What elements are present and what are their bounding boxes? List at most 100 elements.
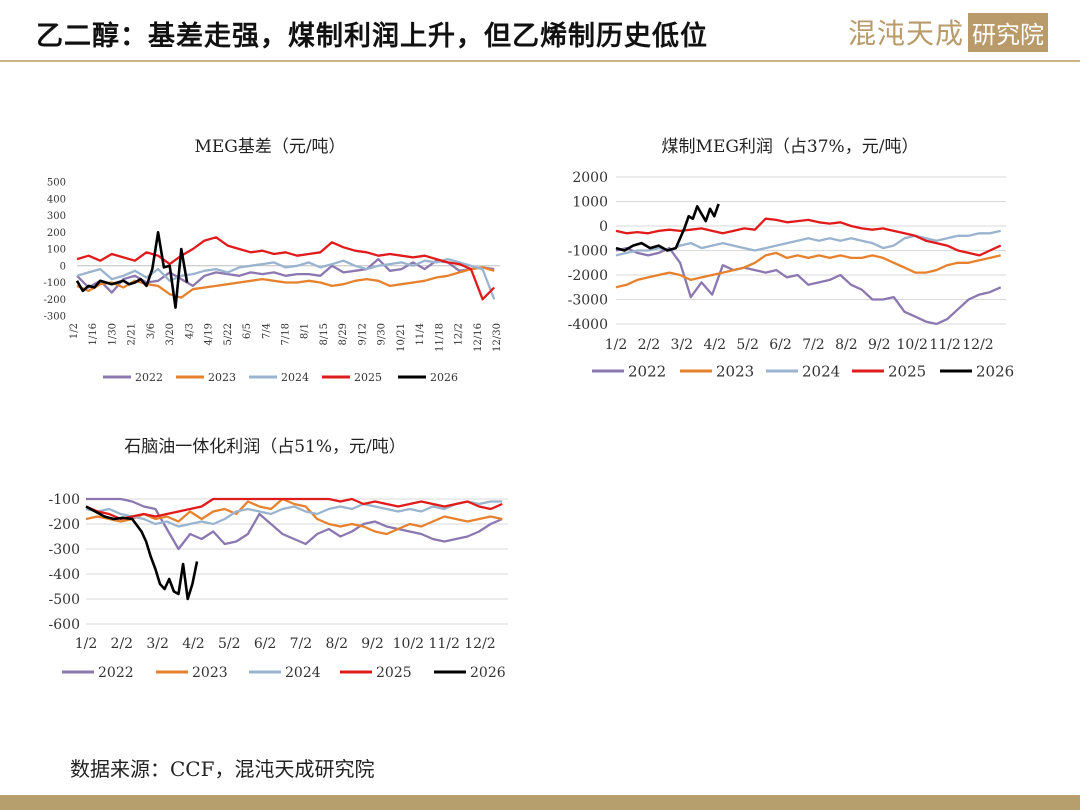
y-tick-label: 400 xyxy=(47,194,66,205)
legend-label-2024: 2024 xyxy=(281,371,309,384)
x-tick-label: 2/2 xyxy=(111,636,134,652)
legend-label-2023: 2023 xyxy=(208,371,236,384)
logo-text-left: 混沌天成 xyxy=(848,17,965,50)
x-tick-label: 6/5 xyxy=(242,323,253,339)
x-tick-label: 1/2 xyxy=(75,636,98,652)
y-tick-label: 1000 xyxy=(572,194,608,210)
legend-label-2026: 2026 xyxy=(470,665,506,681)
x-tick-label: 9/2 xyxy=(868,337,891,353)
y-tick-label: 2000 xyxy=(572,170,608,186)
x-tick-label: 10/2 xyxy=(393,636,424,652)
y-tick-label: 0 xyxy=(60,261,66,272)
x-tick-label: 5/2 xyxy=(736,337,759,353)
x-tick-label: 2/21 xyxy=(127,323,138,345)
chart-title: MEG基差（元/吨） xyxy=(194,137,345,157)
y-tick-label: -100 xyxy=(49,492,80,508)
page-title: 乙二醇：基差走强，煤制利润上升，但乙烯制历史低位 xyxy=(36,21,708,52)
x-tick-label: 3/2 xyxy=(671,337,694,353)
y-tick-label: -500 xyxy=(49,592,80,608)
series-line-2024 xyxy=(76,257,496,300)
x-tick-label: 7/4 xyxy=(261,323,272,339)
series-line-2025 xyxy=(85,497,503,521)
x-tick-label: 8/1 xyxy=(300,323,311,339)
y-tick-label: -4000 xyxy=(568,317,608,333)
y-tick-label: 0 xyxy=(599,219,608,235)
legend-label-2026: 2026 xyxy=(976,362,1014,380)
x-tick-label: 12/2 xyxy=(962,337,993,353)
data-source-note: 数据来源：CCF，混沌天成研究院 xyxy=(70,757,375,781)
y-tick-label: -1000 xyxy=(568,243,608,259)
x-tick-label: 7/2 xyxy=(290,636,313,652)
legend-label-2022: 2022 xyxy=(98,665,134,681)
chart-title: 石脑油一体化利润（占51%，元/吨） xyxy=(124,437,406,457)
x-tick-label: 1/16 xyxy=(88,323,99,345)
x-tick-label: 11/2 xyxy=(428,636,459,652)
y-tick-label: -300 xyxy=(44,312,66,323)
legend-label-2025: 2025 xyxy=(888,362,926,380)
x-tick-label: 7/2 xyxy=(802,337,825,353)
series-line-2025 xyxy=(615,217,1002,257)
brand-logo: 混沌天成 研究院 xyxy=(848,12,1049,52)
x-tick-label: 12/16 xyxy=(473,323,484,352)
logo-text-right: 研究院 xyxy=(968,12,1049,52)
y-tick-label: -300 xyxy=(49,542,80,558)
x-tick-label: 11/4 xyxy=(415,323,426,345)
x-tick-label: 8/29 xyxy=(338,323,349,345)
series-line-2022 xyxy=(86,497,503,551)
x-tick-label: 3/6 xyxy=(146,323,157,339)
y-tick-label: -600 xyxy=(49,617,80,633)
x-tick-label: 6/2 xyxy=(254,636,277,652)
legend-label-2025: 2025 xyxy=(354,371,382,384)
series-line-2023 xyxy=(85,497,503,536)
x-tick-label: 11/18 xyxy=(434,323,445,352)
y-tick-label: -100 xyxy=(44,278,66,289)
legend-label-2025: 2025 xyxy=(376,665,412,681)
series-line-2026 xyxy=(85,505,199,601)
x-tick-label: 6/2 xyxy=(769,337,792,353)
series-line-2022 xyxy=(615,246,1002,326)
x-tick-label: 3/2 xyxy=(146,636,169,652)
x-tick-label: 8/2 xyxy=(835,337,858,353)
legend-label-2022: 2022 xyxy=(628,362,666,380)
y-tick-label: -400 xyxy=(49,567,80,583)
series-line-2026 xyxy=(75,231,189,309)
series-line-2026 xyxy=(615,203,720,252)
y-tick-label: 300 xyxy=(47,211,66,222)
x-tick-label: 1/2 xyxy=(605,337,628,353)
x-tick-label: 9/30 xyxy=(377,323,388,345)
x-tick-label: 10/21 xyxy=(396,323,407,352)
y-tick-label: 100 xyxy=(47,245,66,256)
x-tick-label: 4/3 xyxy=(184,323,195,339)
x-tick-label: 12/30 xyxy=(492,323,503,352)
legend-label-2026: 2026 xyxy=(430,371,458,384)
x-tick-label: 10/2 xyxy=(896,337,927,353)
x-tick-label: 12/2 xyxy=(454,323,465,345)
series-line-2024 xyxy=(85,500,503,528)
y-tick-label: 500 xyxy=(47,178,66,189)
x-tick-label: 12/2 xyxy=(464,636,495,652)
series-line-2023 xyxy=(615,251,1001,289)
x-tick-label: 8/2 xyxy=(325,636,348,652)
x-tick-label: 1/30 xyxy=(107,323,118,345)
x-tick-label: 4/2 xyxy=(703,337,726,353)
x-tick-label: 7/18 xyxy=(281,323,292,345)
x-tick-label: 11/2 xyxy=(929,337,960,353)
x-tick-label: 8/15 xyxy=(319,323,330,345)
legend-label-2023: 2023 xyxy=(716,362,754,380)
x-tick-label: 4/2 xyxy=(182,636,205,652)
x-tick-label: 9/12 xyxy=(357,323,368,345)
x-tick-label: 2/2 xyxy=(638,337,661,353)
x-tick-label: 4/19 xyxy=(204,323,215,345)
legend-label-2023: 2023 xyxy=(192,665,228,681)
x-tick-label: 9/2 xyxy=(361,636,384,652)
y-tick-label: -2000 xyxy=(568,268,608,284)
y-tick-label: -200 xyxy=(49,517,80,533)
legend-label-2022: 2022 xyxy=(135,371,163,384)
y-tick-label: -3000 xyxy=(568,292,608,308)
x-tick-label: 5/22 xyxy=(223,323,234,345)
chart-title: 煤制MEG利润（占37%，元/吨） xyxy=(662,137,919,157)
legend-label-2024: 2024 xyxy=(285,665,321,681)
